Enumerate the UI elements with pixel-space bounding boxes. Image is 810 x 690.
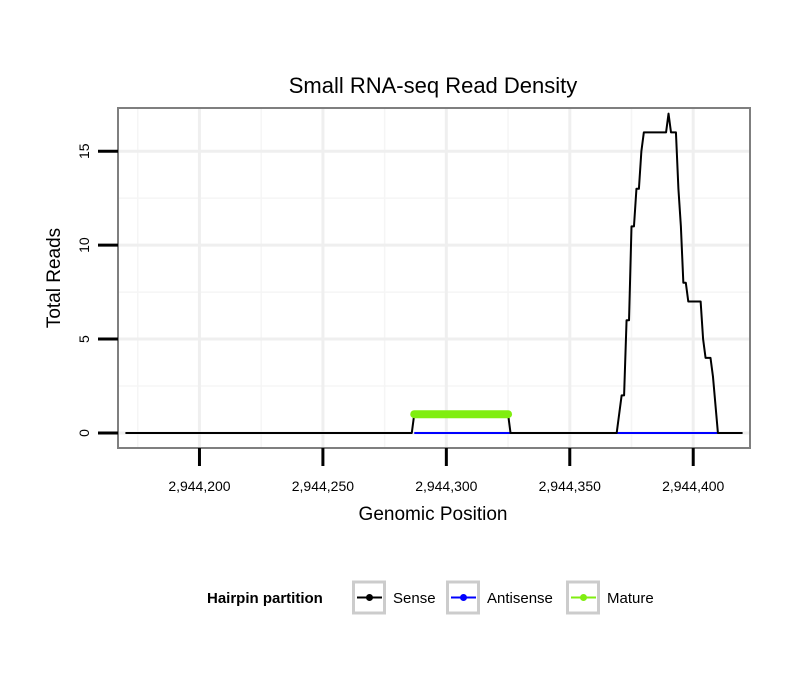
legend: Hairpin partition Sense Antisense Mature	[207, 580, 654, 615]
legend-item-sense: Sense	[352, 580, 436, 615]
chart-title: Small RNA-seq Read Density	[289, 73, 578, 98]
x-tick-label: 2,944,300	[415, 478, 477, 494]
minor-grid	[118, 108, 750, 448]
legend-item-antisense: Antisense	[446, 580, 553, 615]
y-axis: 0 5 10 15	[76, 143, 118, 437]
legend-label: Antisense	[487, 590, 553, 607]
legend-key-point	[366, 594, 373, 601]
x-tick-label: 2,944,200	[168, 478, 230, 494]
x-axis-title: Genomic Position	[359, 504, 508, 525]
x-tick-label: 2,944,400	[662, 478, 724, 494]
y-tick-label: 10	[76, 237, 92, 253]
legend-title: Hairpin partition	[207, 590, 323, 607]
legend-key-point	[460, 594, 467, 601]
legend-key-point	[580, 594, 587, 601]
y-tick-label: 0	[76, 429, 92, 437]
legend-label: Sense	[393, 590, 436, 607]
y-axis-title: Total Reads	[44, 228, 65, 328]
plot-panel	[118, 108, 750, 448]
series-layer	[125, 112, 743, 434]
legend-item-mature: Mature	[566, 580, 654, 615]
y-tick-label: 15	[76, 143, 92, 159]
x-tick-label: 2,944,250	[292, 478, 354, 494]
series-sense-line	[125, 112, 743, 434]
legend-label: Mature	[607, 590, 654, 607]
x-axis: 2,944,200 2,944,250 2,944,300 2,944,350 2,94…	[168, 448, 725, 494]
y-tick-label: 5	[76, 335, 92, 343]
x-tick-label: 2,944,350	[539, 478, 601, 494]
plot-panel-border	[117, 107, 751, 449]
